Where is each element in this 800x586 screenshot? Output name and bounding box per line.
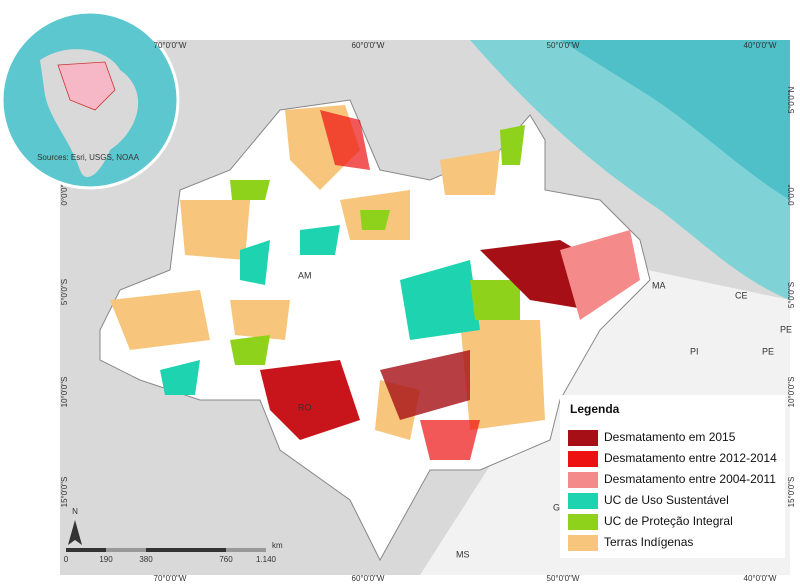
legend-label: UC de Proteção Integral [604,514,733,528]
scale-label: 380 [139,555,153,564]
coord-label: 0°0'0" [60,184,69,205]
coord-label: 0°0'0" [787,184,796,205]
state-label: RO [298,402,312,412]
state-label: MS [456,549,470,559]
coord-label: 60°0'0"W [352,41,385,50]
legend-swatch [568,535,598,551]
north-arrow [68,520,82,545]
state-label: G [553,502,560,512]
scale-bar [66,548,266,552]
state-label: PI [690,346,699,356]
coord-label: 15°0'0"S [787,477,796,508]
coord-label: 10°0'0"S [60,377,69,408]
coord-label: 5°0'0"S [60,279,69,305]
legend-swatch [568,472,598,488]
state-label: MA [652,280,666,290]
coord-label: 70°0'0"W [154,574,187,583]
scale-label: 760 [219,555,233,564]
legend-label: UC de Uso Sustentável [604,493,729,507]
coord-label: 10°0'0"S [787,377,796,408]
coord-label: 5°0'0"S [787,282,796,308]
state-label: CE [735,290,748,300]
legend-title: Legenda [570,402,620,416]
coord-label: 50°0'0"W [547,574,580,583]
state-label: AM [298,270,312,280]
legend-label: Desmatamento em 2015 [604,430,736,444]
coord-label: 50°0'0"W [547,41,580,50]
legend-swatch [568,514,598,530]
indigenous-lands [110,105,545,440]
ocean-deep [560,40,790,200]
inset-globe [0,10,180,190]
coord-label: 70°0'0"W [154,41,187,50]
legend-swatch [568,451,598,467]
inset-source: Sources: Esri, USGS, NOAA [37,153,139,162]
protected-areas [160,125,525,395]
coord-label: 15°0'0"S [60,477,69,508]
state-label: PE [780,324,792,334]
legend-label: Terras Indígenas [604,535,693,549]
scale-label: 1.140 [256,555,277,564]
legend-swatch [568,493,598,509]
scale-label: 0 [64,555,69,564]
coord-label: 60°0'0"W [352,574,385,583]
deforestation [260,110,640,460]
north-label: N [72,507,78,516]
coord-label: 40°0'0"W [744,574,777,583]
coord-label: 5°0'0"N [787,86,796,113]
legend-swatch [568,430,598,446]
scale-label: 190 [99,555,113,564]
legend-label: Desmatamento entre 2004-2011 [604,472,776,486]
coord-label: 40°0'0"W [744,41,777,50]
state-label: PE [762,346,774,356]
scale-unit: km [272,541,283,550]
legend-label: Desmatamento entre 2012-2014 [604,451,777,465]
